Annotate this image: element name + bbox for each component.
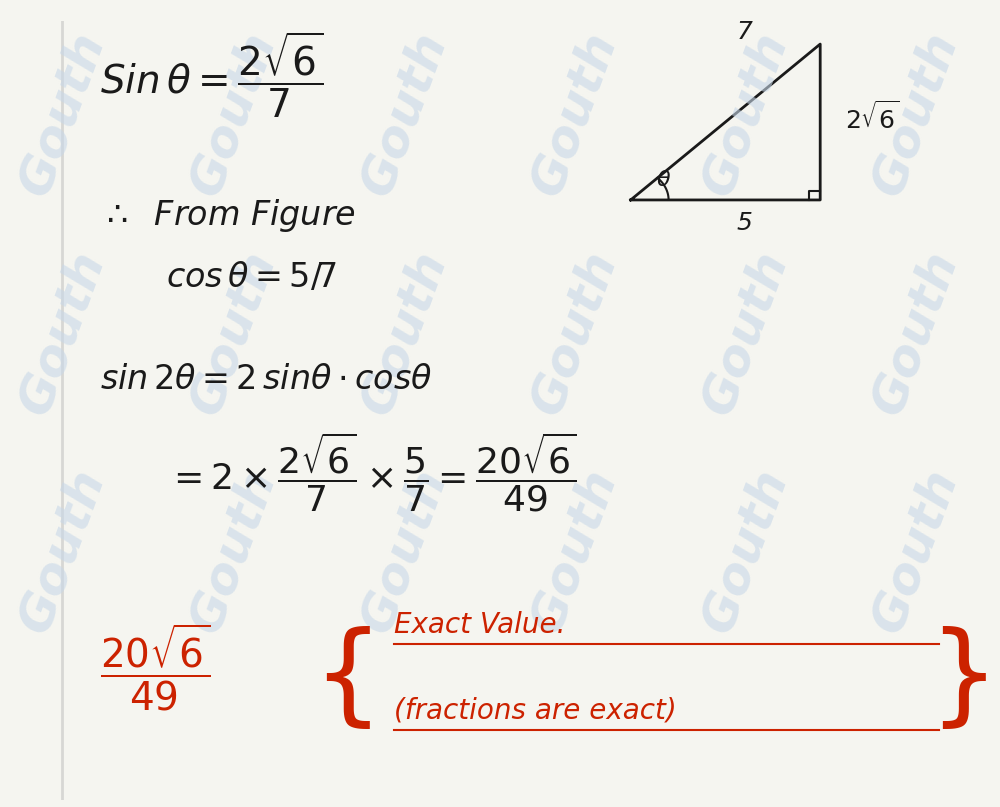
Text: Gouth: Gouth <box>863 245 967 420</box>
Text: Gouth: Gouth <box>181 245 284 420</box>
Text: Gouth: Gouth <box>181 462 284 639</box>
Text: Gouth: Gouth <box>10 245 114 420</box>
Text: 7: 7 <box>736 20 752 44</box>
Text: $\{$: $\{$ <box>312 625 371 733</box>
Text: $cos\,\theta = 5/7$: $cos\,\theta = 5/7$ <box>166 261 338 295</box>
Text: Gouth: Gouth <box>693 462 796 639</box>
Text: 5: 5 <box>736 211 752 236</box>
Text: Gouth: Gouth <box>522 245 626 420</box>
Text: Gouth: Gouth <box>522 462 626 639</box>
Text: $Sin\,\theta = \dfrac{2\sqrt{6}}{7}$: $Sin\,\theta = \dfrac{2\sqrt{6}}{7}$ <box>100 30 323 120</box>
Text: $\therefore\;$ From Figure: $\therefore\;$ From Figure <box>100 197 356 234</box>
Text: Gouth: Gouth <box>693 26 796 203</box>
Text: Gouth: Gouth <box>10 26 114 203</box>
Text: Gouth: Gouth <box>522 26 626 203</box>
Text: Gouth: Gouth <box>863 462 967 639</box>
Text: $\}$: $\}$ <box>928 625 987 733</box>
Text: $2\sqrt{6}$: $2\sqrt{6}$ <box>845 102 900 135</box>
Text: $= 2 \times \dfrac{2\sqrt{6}}{7} \times \dfrac{5}{7} = \dfrac{20\sqrt{6}}{49}$: $= 2 \times \dfrac{2\sqrt{6}}{7} \times … <box>166 431 577 514</box>
Text: Gouth: Gouth <box>352 26 455 203</box>
Text: (fractions are exact): (fractions are exact) <box>394 696 677 725</box>
Text: Gouth: Gouth <box>693 245 796 420</box>
Text: $\dfrac{20\sqrt{6}}{49}$: $\dfrac{20\sqrt{6}}{49}$ <box>100 622 210 713</box>
Text: Gouth: Gouth <box>352 462 455 639</box>
Text: Gouth: Gouth <box>352 245 455 420</box>
Text: $\theta$: $\theta$ <box>656 170 671 190</box>
Text: $sin\,2\theta = 2\,sin\theta \cdot cos\theta$: $sin\,2\theta = 2\,sin\theta \cdot cos\t… <box>100 362 432 395</box>
Text: Gouth: Gouth <box>10 462 114 639</box>
Text: Exact Value.: Exact Value. <box>394 611 565 638</box>
Text: Gouth: Gouth <box>181 26 284 203</box>
Text: Gouth: Gouth <box>863 26 967 203</box>
